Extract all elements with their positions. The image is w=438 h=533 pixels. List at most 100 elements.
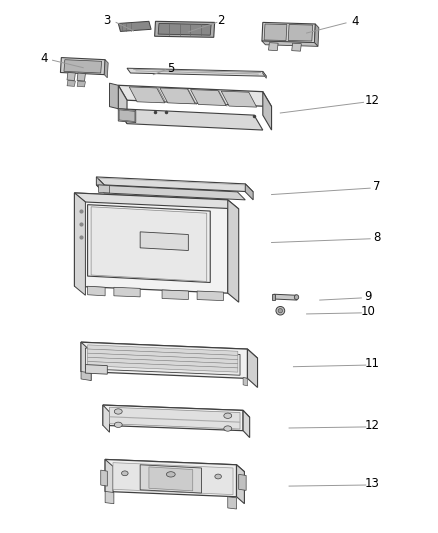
Polygon shape [118,109,263,130]
Polygon shape [113,463,233,495]
Text: 12: 12 [365,419,380,432]
Text: 4: 4 [40,52,48,65]
Polygon shape [77,73,85,81]
Polygon shape [162,290,188,300]
Ellipse shape [121,471,128,475]
Text: 2: 2 [217,14,225,27]
Ellipse shape [276,306,285,315]
Ellipse shape [224,413,232,418]
Polygon shape [81,342,258,358]
Polygon shape [105,459,113,498]
Ellipse shape [278,309,283,313]
Text: 11: 11 [365,357,380,370]
Polygon shape [88,361,238,372]
Text: 10: 10 [360,305,375,318]
Text: 5: 5 [167,62,174,75]
Polygon shape [105,491,114,504]
Polygon shape [81,342,247,378]
Text: 8: 8 [373,231,380,244]
Polygon shape [262,22,315,43]
Text: 7: 7 [373,180,381,193]
Polygon shape [155,21,215,37]
Text: 4: 4 [351,15,359,28]
Text: 13: 13 [365,477,380,490]
Polygon shape [263,92,272,130]
Polygon shape [96,177,253,192]
Polygon shape [77,81,85,87]
Text: 3: 3 [104,14,111,27]
Polygon shape [85,348,240,375]
Polygon shape [127,68,266,76]
Ellipse shape [114,422,122,427]
Polygon shape [118,21,151,31]
Polygon shape [140,465,201,493]
Ellipse shape [224,426,232,431]
Polygon shape [81,342,91,381]
Polygon shape [247,349,258,387]
Polygon shape [88,349,238,360]
Polygon shape [110,407,240,429]
Polygon shape [118,109,136,123]
Polygon shape [243,377,247,386]
Polygon shape [272,294,275,300]
Polygon shape [140,232,188,251]
Polygon shape [292,43,301,51]
Polygon shape [129,87,165,103]
Polygon shape [103,405,110,432]
Polygon shape [74,193,239,209]
Text: 12: 12 [365,94,380,107]
Polygon shape [118,85,127,124]
Polygon shape [105,459,237,497]
Polygon shape [99,185,110,193]
Polygon shape [245,184,253,200]
Polygon shape [237,465,244,504]
Polygon shape [221,91,257,107]
Ellipse shape [215,474,221,479]
Polygon shape [239,474,246,490]
Polygon shape [105,459,244,472]
Polygon shape [96,185,245,200]
Polygon shape [264,24,287,41]
Polygon shape [67,72,75,80]
Polygon shape [74,193,85,295]
Polygon shape [243,410,250,438]
Polygon shape [88,357,238,368]
Ellipse shape [294,295,299,300]
Text: 9: 9 [364,290,372,303]
Polygon shape [263,71,266,78]
Polygon shape [67,80,75,86]
Polygon shape [101,470,107,486]
Polygon shape [191,90,226,106]
Polygon shape [88,353,238,364]
Polygon shape [119,110,135,122]
Polygon shape [197,291,223,301]
Polygon shape [60,58,105,75]
Polygon shape [103,405,243,431]
Polygon shape [104,60,108,78]
Polygon shape [110,83,118,109]
Polygon shape [64,60,102,73]
Polygon shape [85,365,107,374]
Polygon shape [288,25,313,41]
Polygon shape [96,177,104,193]
Polygon shape [274,294,297,300]
Polygon shape [160,88,195,104]
Polygon shape [74,193,228,293]
Polygon shape [114,287,140,297]
Polygon shape [103,405,250,417]
Polygon shape [118,85,272,107]
Polygon shape [158,23,211,35]
Polygon shape [228,200,239,302]
Ellipse shape [114,409,122,414]
Polygon shape [268,43,278,51]
Polygon shape [88,286,105,296]
Polygon shape [88,345,238,356]
Polygon shape [91,207,207,281]
Polygon shape [149,467,193,491]
Polygon shape [314,24,319,46]
Polygon shape [88,205,210,282]
Polygon shape [228,497,237,509]
Ellipse shape [166,472,175,477]
Polygon shape [262,41,318,46]
Polygon shape [81,372,91,381]
